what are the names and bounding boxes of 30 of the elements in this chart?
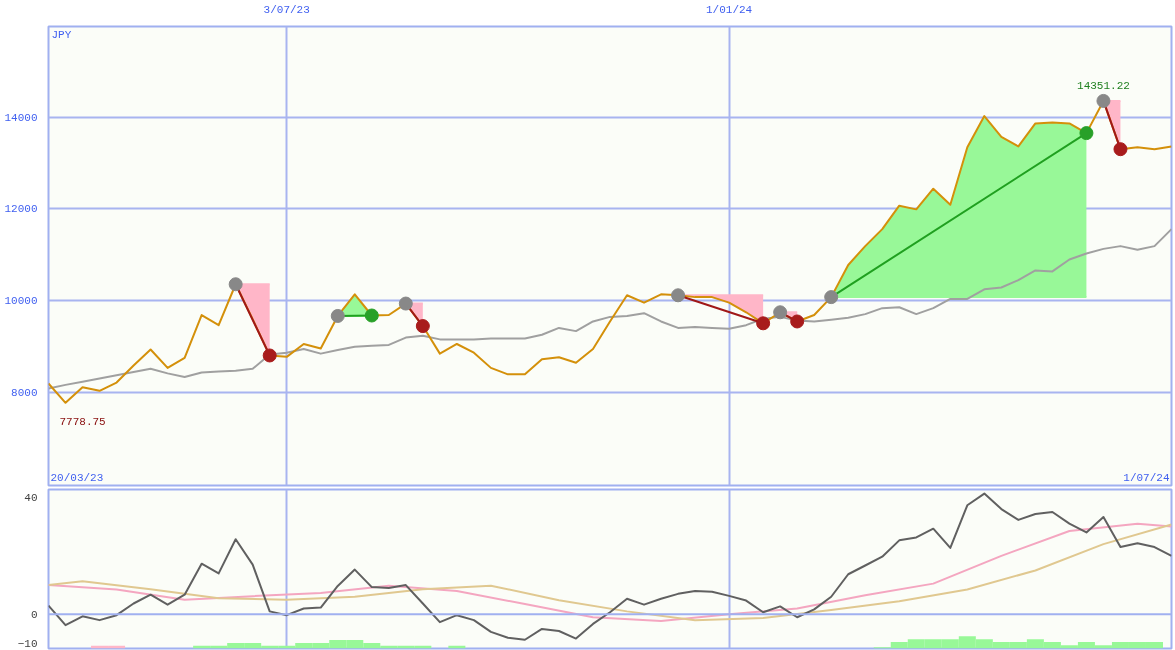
annotation: 20/03/23 bbox=[50, 471, 104, 484]
y-tick-label: 10000 bbox=[4, 295, 38, 308]
point bbox=[790, 314, 805, 329]
point bbox=[1096, 93, 1111, 108]
point bbox=[364, 308, 379, 323]
line-series bbox=[48, 492, 1172, 641]
y-tick-label: 12000 bbox=[4, 203, 38, 216]
annotation: 7778.75 bbox=[59, 415, 106, 428]
point bbox=[330, 308, 345, 323]
line-series bbox=[48, 228, 1172, 390]
point bbox=[1079, 126, 1094, 141]
point bbox=[398, 296, 413, 311]
x-tick-label: 3/07/23 bbox=[263, 3, 310, 16]
point bbox=[824, 290, 839, 305]
y-tick-label: −10 bbox=[17, 638, 38, 650]
y-tick-label: 14000 bbox=[4, 111, 38, 124]
y-tick-label: 8000 bbox=[11, 387, 38, 400]
y-tick-label: 40 bbox=[24, 491, 38, 504]
point bbox=[415, 319, 430, 334]
point bbox=[262, 348, 277, 363]
point bbox=[671, 288, 686, 303]
point bbox=[773, 305, 788, 320]
x-tick-label: 1/01/24 bbox=[706, 3, 753, 16]
point bbox=[228, 277, 243, 292]
point bbox=[1113, 142, 1128, 157]
annotation: 14351.22 bbox=[1077, 79, 1130, 92]
y-tick-label: 0 bbox=[30, 608, 38, 621]
annotation: 1/07/24 bbox=[1123, 471, 1170, 484]
point bbox=[756, 316, 771, 331]
y-axis-title: JPY bbox=[51, 28, 72, 41]
